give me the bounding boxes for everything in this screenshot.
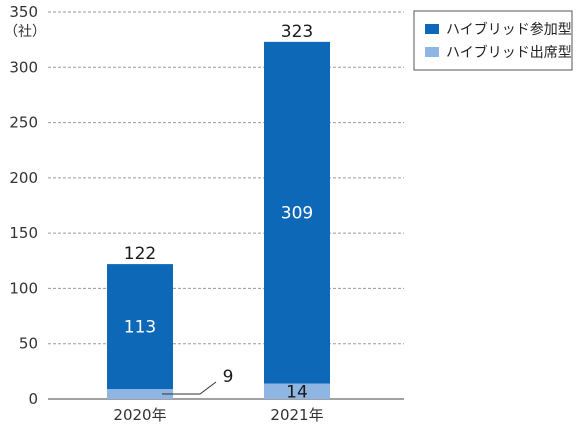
legend-label-attendance: ハイブリッド出席型 [446, 44, 572, 61]
gridlines [48, 11, 404, 345]
legend: ハイブリッド参加型 ハイブリッド出席型 [413, 10, 573, 71]
data-labels: 122 113 9 323 309 14 [124, 22, 313, 402]
total-label: 323 [281, 22, 313, 42]
total-label: 122 [124, 244, 156, 264]
participation-value-label: 113 [124, 318, 156, 338]
legend-swatch-attendance [425, 47, 439, 57]
y-axis-ticks: 0 50 100 150 200 250 300 350 [9, 3, 38, 408]
legend-label-participation: ハイブリッド参加型 [446, 21, 572, 38]
legend-swatch-participation [425, 24, 439, 34]
attendance-value-label: 9 [223, 367, 234, 387]
x-axis-ticks: 2020年 2021年 [113, 406, 323, 424]
bar-segment-participation [107, 264, 173, 390]
y-axis-unit-label: （社） [4, 24, 46, 40]
legend-box [413, 10, 573, 71]
bar-segment-attendance [107, 389, 173, 399]
y-tick-label: 100 [9, 279, 38, 297]
bars [107, 41, 330, 399]
y-tick-label: 250 [9, 114, 38, 132]
y-tick-label: 150 [9, 224, 38, 242]
y-tick-label: 350 [9, 3, 38, 21]
bar-segment-participation [264, 41, 330, 384]
attendance-leader-line [162, 381, 217, 395]
participation-value-label: 309 [281, 204, 313, 224]
bar-segment-attendance [264, 383, 330, 399]
y-tick-label: 0 [28, 390, 38, 408]
attendance-value-label: 14 [286, 382, 308, 402]
y-tick-label: 300 [9, 58, 38, 76]
y-tick-label: 50 [19, 335, 38, 353]
x-tick-label: 2021年 [270, 406, 323, 424]
y-tick-label: 200 [9, 169, 38, 187]
x-tick-label: 2020年 [113, 406, 166, 424]
